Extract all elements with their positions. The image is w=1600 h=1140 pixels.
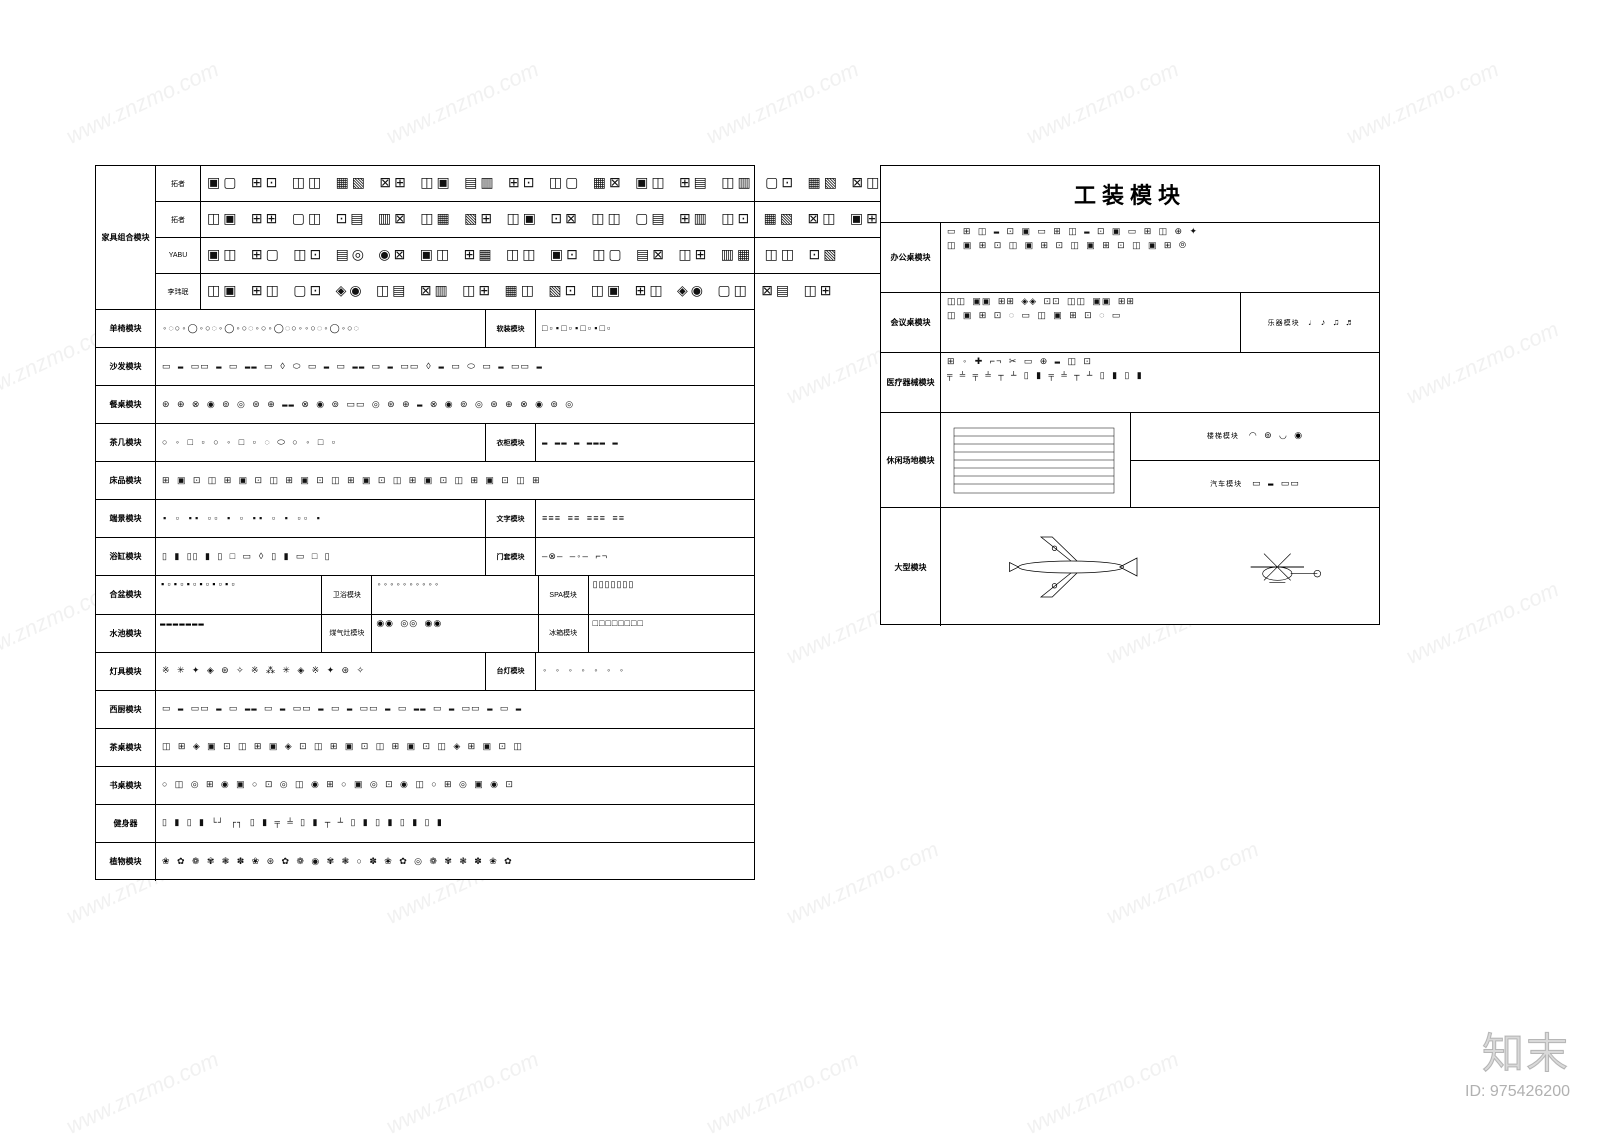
- helicopter-icon: [1244, 542, 1324, 592]
- row-label: 餐桌模块: [96, 386, 156, 423]
- row-label: 沙发模块: [96, 348, 156, 385]
- sub-label: 文字模块: [486, 500, 536, 537]
- panel-title: 工装模块: [881, 166, 1379, 223]
- designer-label: 拓者: [156, 202, 201, 237]
- watermark: www.znzmo.com: [1022, 1046, 1183, 1139]
- module-glyphs: ▬ ▬▬ ▬ ▬▬▬ ▬: [536, 424, 754, 461]
- tooling-module-panel: 工装模块 办公桌模块 ▭ ⊞ ◫ ▬ ⊡ ▣ ▭ ⊞ ◫ ▬ ⊡ ▣ ▭ ⊞ ◫…: [880, 165, 1380, 625]
- module-glyphs: ▬▬▬▬▬▬▬: [156, 615, 322, 652]
- sub-label: 台灯模块: [486, 653, 536, 690]
- module-glyphs: ▭ ▬ ▭▭ ▬ ▭ ▬▬ ▭ ▬ ▭▭ ▬ ▭ ▬ ▭▭ ▬ ▭ ▬▬ ▭ ▬…: [156, 691, 754, 728]
- module-glyphs: ▪▫▪▫▪▫▪▫▪▫▪▫: [156, 576, 322, 613]
- module-glyphs: ◫▣ ⊞⊞ ▢◫ ⊡▤ ▥⊠ ◫▦ ▧⊞ ◫▣ ⊡⊠ ◫◫ ▢▤ ⊞▥ ◫⊡ ▦…: [201, 202, 888, 237]
- module-glyphs: ◫◫ ▣▣ ⊞⊞ ◈◈ ⊡⊡ ◫◫ ▣▣ ⊞⊞: [947, 297, 1135, 307]
- sub-label: 冰箱模块: [539, 615, 589, 652]
- row-label: 浴缸模块: [96, 538, 156, 575]
- row-label: 茶几模块: [96, 424, 156, 461]
- module-glyphs: ❀ ✿ ❁ ✾ ❃ ✽ ❀ ⊛ ✿ ❁ ◉ ✾ ❃ ○ ✽ ❀ ✿ ◎ ❁ ✾ …: [156, 843, 754, 881]
- side-label: 汽车模块: [1210, 479, 1242, 489]
- sub-label: 衣柜模块: [486, 424, 536, 461]
- row-label: 办公桌模块: [881, 223, 941, 292]
- track-field-icon: [949, 423, 1119, 498]
- watermark: www.znzmo.com: [702, 1046, 863, 1139]
- module-glyphs: ♩ ♪ ♫ ♬: [1308, 318, 1353, 328]
- row-label: 单椅模块: [96, 310, 156, 347]
- sub-label: SPA模块: [539, 576, 589, 613]
- module-glyphs: ⊞ ▣ ⊡ ◫ ⊞ ▣ ⊡ ◫ ⊞ ▣ ⊡ ◫ ⊞ ▣ ⊡ ◫ ⊞ ▣ ⊡ ◫ …: [156, 462, 754, 499]
- module-glyphs: ▭ ⊞ ◫ ▬ ⊡ ▣ ▭ ⊞ ◫ ▬ ⊡ ▣ ▭ ⊞ ◫ ⊕ ✦: [947, 227, 1198, 237]
- brand-id: ID: 975426200: [1465, 1083, 1570, 1101]
- row-label: 书桌模块: [96, 767, 156, 804]
- module-glyphs: □□□□□□□□: [589, 615, 754, 652]
- module-glyphs: ○ ◫ ◎ ⊞ ◉ ▣ ○ ⊡ ◎ ◫ ◉ ⊞ ○ ▣ ◎ ⊡ ◉ ◫ ○ ⊞ …: [156, 767, 754, 804]
- module-glyphs: ≡≡≡ ≡≡ ≡≡≡ ≡≡: [536, 500, 754, 537]
- module-glyphs: ◦◦◦◦◦◦◦◦◦◦: [372, 576, 538, 613]
- module-glyphs: ▯ ▮ ▯▯ ▮ ▯ □ ▭ ◊ ▯ ▮ ▭ □ ▯: [156, 538, 486, 575]
- module-glyphs: ▯▯▯▯▯▯▯: [589, 576, 754, 613]
- module-glyphs: ▣◫ ⊞▢ ◫⊡ ▤◎ ◉⊠ ▣◫ ⊞▦ ◫◫ ▣⊡ ◫▢ ▤⊠ ◫⊞ ▥▦ ◫…: [201, 238, 888, 273]
- watermark: www.znzmo.com: [1342, 56, 1503, 149]
- row-label: 会议桌模块: [881, 293, 941, 352]
- row-label: 大型模块: [881, 508, 941, 626]
- watermark: www.znzmo.com: [382, 56, 543, 149]
- watermark: www.znzmo.com: [1022, 56, 1183, 149]
- brand-block: 知末 ID: 975426200: [1465, 1020, 1570, 1101]
- furniture-module-panel: 家具组合模块 拓者 ▣▢ ⊞⊡ ◫◫ ▦▧ ⊠⊞ ◫▣ ▤▥ ⊞⊡ ◫▢ ▦⊠ …: [95, 165, 755, 880]
- row-label: 西厨模块: [96, 691, 156, 728]
- module-glyphs: ◠ ⊚ ◡ ◉: [1249, 431, 1303, 441]
- side-label: 乐器模块: [1268, 318, 1300, 328]
- row-label: 床品模块: [96, 462, 156, 499]
- module-glyphs: ▯ ▮ ▯ ▮ └┘ ┌┐ ▯ ▮ ╤ ╧ ▯ ▮ ┬ ┴ ▯ ▮ ▯ ▮ ▯ …: [156, 805, 754, 842]
- sub-label: 卫浴模块: [322, 576, 372, 613]
- watermark: www.znzmo.com: [62, 1046, 223, 1139]
- module-glyphs: ⊞ ◦ ✚ ⌐¬ ✂ ▭ ⊕ ▬ ◫ ⊡: [947, 357, 1092, 367]
- designer-label: YABU: [156, 238, 201, 273]
- module-glyphs: □▫▪□▫▪□▫▪□▫: [536, 310, 754, 347]
- row-label: 灯具模块: [96, 653, 156, 690]
- module-glyphs: ◫ ⊞ ◈ ▣ ⊡ ◫ ⊞ ▣ ◈ ⊡ ◫ ⊞ ▣ ⊡ ◫ ⊞ ▣ ⊡ ◫ ◈ …: [156, 729, 754, 766]
- module-glyphs: ▭ ▬ ▭▭ ▬ ▭ ▬▬ ▭ ◊ ⬭ ▭ ▬ ▭ ▬▬ ▭ ▬ ▭▭ ◊ ▬ …: [156, 348, 754, 385]
- row-label: 植物模块: [96, 843, 156, 881]
- watermark: www.znzmo.com: [1402, 576, 1563, 669]
- row-label: 水池模块: [96, 615, 156, 652]
- module-glyphs: ◦ ◦ ◦ ◦ ◦ ◦ ◦: [536, 653, 754, 690]
- module-glyphs: ◦◌○◦◯◦○◌◦◯◦○◌◦○◦◯◌○◦◦○◌◦◯◦○◌: [156, 310, 486, 347]
- module-glyphs: ○ ◦ □ ▫ ○ ◦ □ ▫ ◌ ⬭ ○ ◦ □ ▫: [156, 424, 486, 461]
- row-label: 医疗器械模块: [881, 353, 941, 412]
- watermark: www.znzmo.com: [62, 56, 223, 149]
- module-glyphs: ◫▣ ⊞◫ ▢⊡ ◈◉ ◫▤ ⊠▥ ◫⊞ ▦◫ ▧⊡ ◫▣ ⊞◫ ◈◉ ▢◫ ⊠…: [201, 274, 888, 309]
- designer-label: 拓者: [156, 166, 201, 201]
- side-label: 楼梯模块: [1207, 431, 1239, 441]
- module-glyphs: —⊗— —◦— ⌐¬: [536, 538, 754, 575]
- watermark: www.znzmo.com: [1102, 836, 1263, 929]
- row-label: 休闲场地模块: [881, 413, 941, 507]
- row-label: 端景模块: [96, 500, 156, 537]
- sub-label: 门套模块: [486, 538, 536, 575]
- watermark: www.znzmo.com: [382, 1046, 543, 1139]
- module-glyphs: ▭ ▬ ▭▭: [1252, 479, 1300, 489]
- module-glyphs: ※ ✳ ✦ ◈ ⊛ ✧ ※ ⁂ ✳ ◈ ※ ✦ ⊛ ✧: [156, 653, 486, 690]
- watermark: www.znzmo.com: [1402, 316, 1563, 409]
- row-label: 合盆模块: [96, 576, 156, 613]
- watermark: www.znzmo.com: [702, 56, 863, 149]
- watermark: www.znzmo.com: [782, 836, 943, 929]
- module-glyphs: ╤ ╧ ╤ ╧ ┬ ┴ ▯ ▮ ╤ ╧ ┬ ┴ ▯ ▮ ▯ ▮: [947, 371, 1143, 381]
- module-glyphs: ◉◉ ◎◎ ◉◉: [372, 615, 538, 652]
- module-glyphs: ◫ ▣ ⊞ ⊡ ◌ ▭ ◫ ▣ ⊞ ⊡ ◌ ▭: [947, 311, 1121, 321]
- row-label: 健身器: [96, 805, 156, 842]
- module-glyphs: ▣▢ ⊞⊡ ◫◫ ▦▧ ⊠⊞ ◫▣ ▤▥ ⊞⊡ ◫▢ ▦⊠ ▣◫ ⊞▤ ◫▥ ▢…: [201, 166, 888, 201]
- sub-label: 软装模块: [486, 310, 536, 347]
- module-glyphs: ▪ ▫ ▪▪ ▫▫ ▪ ▫ ▪▪ ▫ ▪ ▫▫ ▪: [156, 500, 486, 537]
- module-glyphs: ◫ ▣ ⊞ ⊡ ◫ ▣ ⊞ ⊡ ◫ ▣ ⊞ ⊡ ◫ ▣ ⊞ ⦾: [947, 241, 1187, 251]
- row-label: 茶桌模块: [96, 729, 156, 766]
- brand-name: 知末: [1465, 1020, 1570, 1081]
- main-category-label: 家具组合模块: [96, 166, 156, 309]
- airplane-icon: [996, 527, 1146, 607]
- designer-label: 李玮珉: [156, 274, 201, 309]
- sub-label: 煤气灶模块: [322, 615, 372, 652]
- module-glyphs: ⊛ ⊕ ⊗ ◉ ⊚ ◎ ⊛ ⊕ ▬▬ ⊗ ◉ ⊚ ▭▭ ◎ ⊛ ⊕ ▬ ⊗ ◉ …: [156, 386, 754, 423]
